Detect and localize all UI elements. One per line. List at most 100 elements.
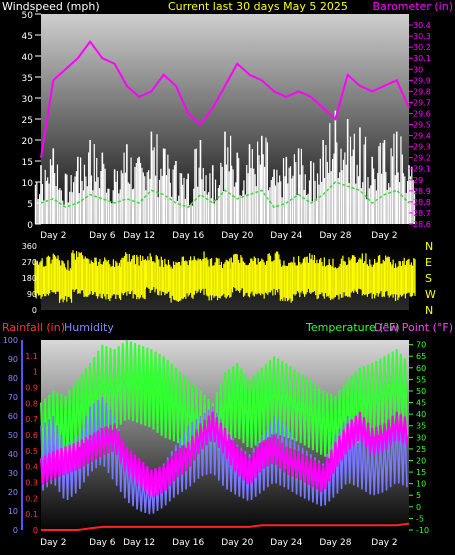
wind-tick-label: 5 <box>27 200 33 210</box>
baro-tick-label: 29.7 <box>413 98 431 107</box>
temp-axis-label: Temperature (°F) <box>305 321 400 334</box>
rain-tick-label: 0.6 <box>25 431 38 440</box>
temp-tick-label: -5 <box>416 514 424 523</box>
rain-tick-label: 1 <box>33 368 38 377</box>
humidity-tick-label: 0 <box>13 526 18 535</box>
compass-label: E <box>425 256 432 269</box>
humidity-tick-label: 50 <box>8 431 18 440</box>
x-tick-label-top: Day 28 <box>319 231 351 241</box>
humidity-tick-label: 40 <box>8 450 18 459</box>
rain-tick-label: 0.2 <box>25 494 38 503</box>
rain-tick-label: 0.5 <box>25 447 38 456</box>
temp-tick-label: 50 <box>416 387 426 396</box>
baro-tick-label: 29.4 <box>413 132 431 141</box>
wind-tick-label: 25 <box>22 116 33 126</box>
temp-tick-label: 10 <box>416 480 426 489</box>
wind-tick-label: 20 <box>22 137 34 147</box>
humidity-tick-label: 30 <box>8 469 18 478</box>
rain-tick-label: 0.9 <box>25 384 38 393</box>
compass-label: N <box>425 240 433 253</box>
wind-tick-label: 50 <box>22 11 34 21</box>
humidity-tick-label: 90 <box>8 355 18 364</box>
rainfall-line <box>41 522 410 531</box>
temp-tick-label: 40 <box>416 410 426 419</box>
rain-tick-label: 0.8 <box>25 399 38 408</box>
rain-tick-label: 1.1 <box>25 352 38 361</box>
wind-average-line <box>40 181 410 209</box>
x-tick-label-bottom: Day 2 <box>371 538 397 548</box>
winddir-tick-label: 270 <box>22 258 37 267</box>
baro-tick-label: 30 <box>413 65 423 74</box>
x-tick-label-top: Day 20 <box>221 231 253 241</box>
rain-tick-label: 0.7 <box>25 415 38 424</box>
compass-label: W <box>425 288 436 301</box>
temp-tick-label: 55 <box>416 375 426 384</box>
x-tick-label-top: Day 2 <box>371 231 397 241</box>
humidity-axis-label: Humidity <box>64 321 114 334</box>
dew-axis-label: Dew Point (°F) <box>374 321 453 334</box>
x-tick-label-top: Day 24 <box>270 231 302 241</box>
temp-tick-label: 5 <box>416 491 421 500</box>
wind-tick-label: 10 <box>22 179 34 189</box>
wind-tick-label: 40 <box>22 53 34 63</box>
wind-tick-label: 0 <box>27 221 33 231</box>
x-tick-label-bottom: Day 28 <box>319 538 351 548</box>
humidity-tick-label: 100 <box>3 336 18 345</box>
rain-axis-label: Rainfall (in) <box>2 321 65 334</box>
wind-tick-label: 15 <box>22 158 33 168</box>
baro-tick-label: 29.9 <box>413 76 431 85</box>
temp-tick-label: 35 <box>416 422 426 431</box>
humidity-tick-label: 70 <box>8 393 18 402</box>
winddir-tick-label: 0 <box>32 306 37 315</box>
baro-tick-label: 29.6 <box>413 109 431 118</box>
temp-tick-label: 70 <box>416 341 426 350</box>
baro-tick-label: 29.2 <box>413 154 431 163</box>
temp-tick-label: 45 <box>416 399 426 408</box>
rain-tick-label: 0.3 <box>25 479 38 488</box>
baro-tick-label: 30.1 <box>413 54 431 63</box>
baro-tick-label: 28.9 <box>413 187 431 196</box>
wind-tick-label: 35 <box>22 74 33 84</box>
barometer-line <box>40 39 410 158</box>
compass-label: S <box>425 272 432 285</box>
baro-tick-label: 30.3 <box>413 32 431 41</box>
baro-tick-label: 28.6 <box>413 220 431 229</box>
baro-tick-label: 29.3 <box>413 143 431 152</box>
temp-tick-label: 15 <box>416 468 426 477</box>
humidity-line <box>40 396 408 515</box>
baro-tick-label: 29.5 <box>413 121 431 130</box>
dewpoint-line <box>39 411 409 497</box>
temp-tick-label: 20 <box>416 456 426 465</box>
temp-tick-label: 30 <box>416 433 426 442</box>
rain-tick-label: 0.1 <box>25 510 38 519</box>
x-tick-label-bottom: Day 20 <box>221 538 253 548</box>
x-tick-label-top: Day 12 <box>123 231 155 241</box>
x-tick-label-bottom: Day 16 <box>172 538 204 548</box>
x-tick-label-top: Day 6 <box>89 231 116 241</box>
winddir-tick-label: 360 <box>22 242 37 251</box>
baro-tick-label: 29 <box>413 176 423 185</box>
winddir-tick-label: 180 <box>22 274 37 283</box>
temp-tick-label: -10 <box>416 526 429 535</box>
x-tick-label-top: Day 2 <box>40 231 66 241</box>
x-tick-label-bottom: Day 6 <box>89 538 116 548</box>
baro-tick-label: 30.4 <box>413 21 431 30</box>
compass-label: N <box>425 304 433 317</box>
baro-tick-label: 29.1 <box>413 165 431 174</box>
baro-tick-label: 28.8 <box>413 198 431 207</box>
rain-tick-label: 0 <box>33 526 38 535</box>
rain-tick-label: 0.4 <box>25 463 38 472</box>
humidity-tick-label: 60 <box>8 412 18 421</box>
temp-tick-label: 60 <box>416 364 426 373</box>
temp-tick-label: 0 <box>416 503 421 512</box>
humidity-tick-label: 20 <box>8 488 18 497</box>
x-tick-label-bottom: Day 2 <box>40 538 66 548</box>
baro-tick-label: 28.7 <box>413 209 431 218</box>
humidity-tick-label: 80 <box>8 374 18 383</box>
x-tick-label-bottom: Day 12 <box>123 538 155 548</box>
baro-tick-label: 30.2 <box>413 43 431 52</box>
wind-tick-label: 30 <box>22 95 34 105</box>
x-tick-label-bottom: Day 24 <box>270 538 302 548</box>
baro-tick-label: 29.8 <box>413 87 431 96</box>
